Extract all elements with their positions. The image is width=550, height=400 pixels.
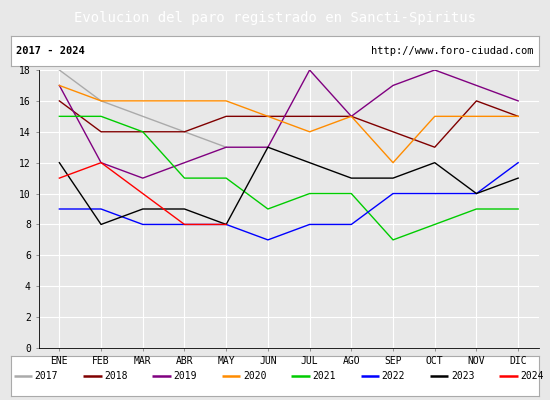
Text: 2018: 2018 (104, 371, 128, 381)
Text: 2023: 2023 (451, 371, 475, 381)
Text: 2022: 2022 (382, 371, 405, 381)
Text: 2017 - 2024: 2017 - 2024 (16, 46, 85, 56)
Text: 2020: 2020 (243, 371, 266, 381)
Text: http://www.foro-ciudad.com: http://www.foro-ciudad.com (371, 46, 534, 56)
Text: Evolucion del paro registrado en Sancti-Spiritus: Evolucion del paro registrado en Sancti-… (74, 11, 476, 25)
Text: 2017: 2017 (35, 371, 58, 381)
Text: 2024: 2024 (520, 371, 544, 381)
Text: 2019: 2019 (174, 371, 197, 381)
Text: 2021: 2021 (312, 371, 336, 381)
